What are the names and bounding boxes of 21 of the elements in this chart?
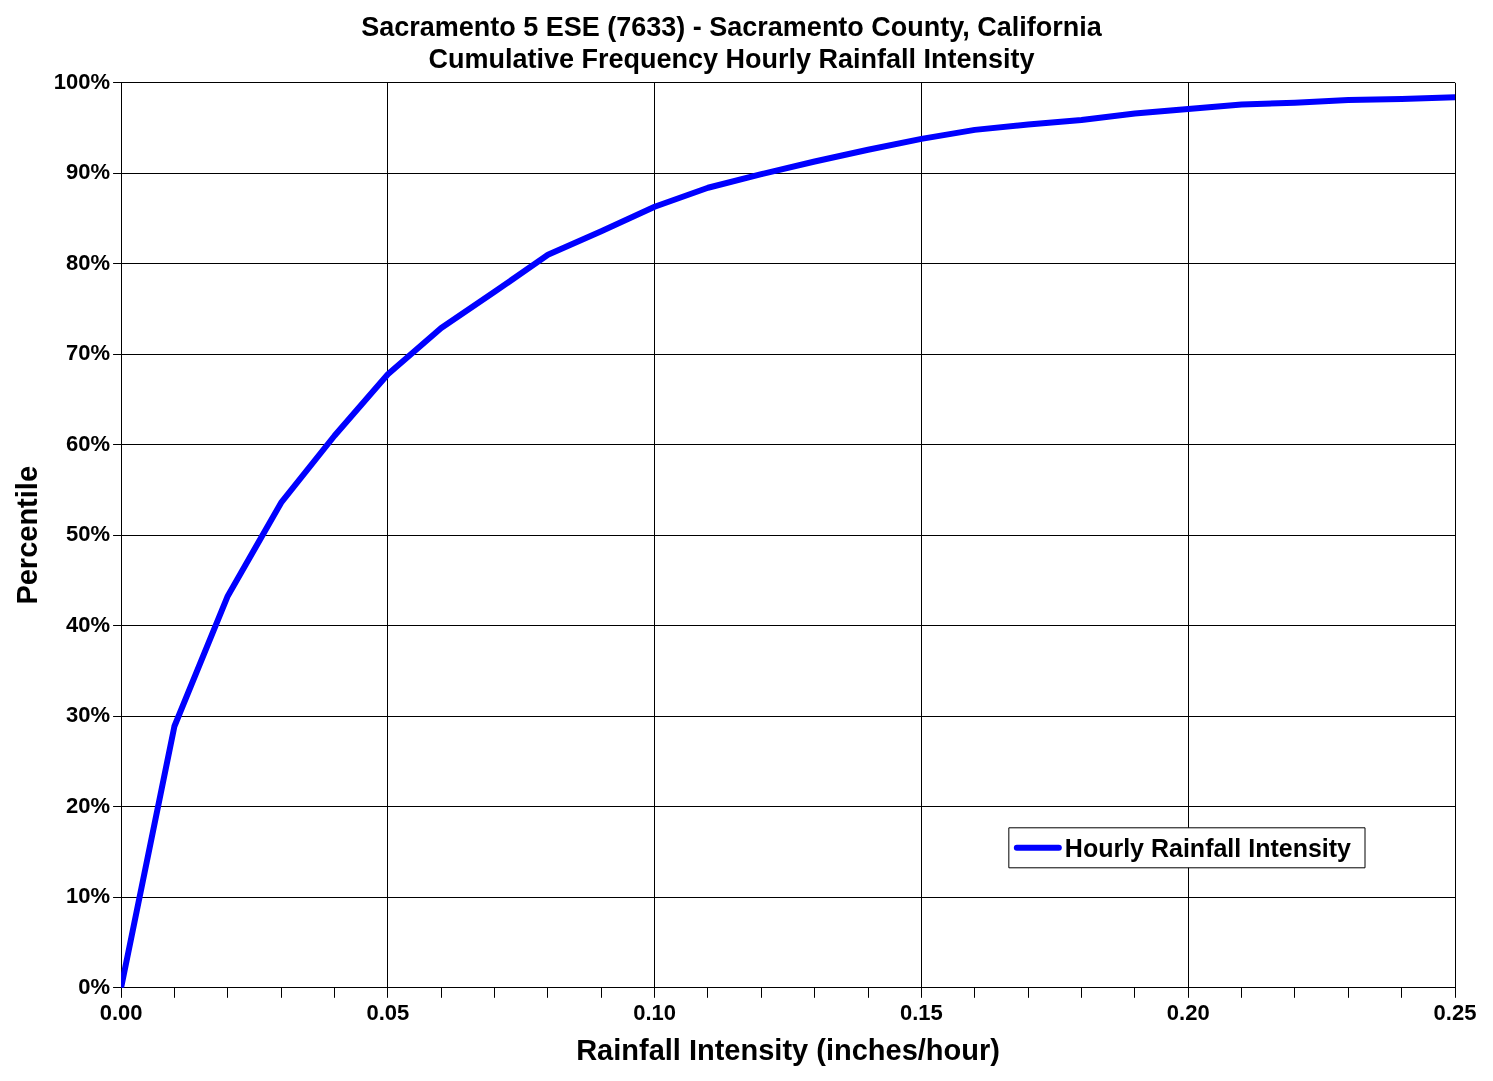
y-tick-label: 60% xyxy=(66,430,111,456)
y-tick-label: 20% xyxy=(66,792,111,818)
y-tick-label: 100% xyxy=(53,68,111,94)
y-axis-title: Percentile xyxy=(11,465,44,605)
legend-label: Hourly Rainfall Intensity xyxy=(1064,833,1352,862)
x-tick-label: 0.05 xyxy=(366,1000,410,1026)
chart-title: Sacramento 5 ESE (7633) - Sacramento County, California Cumulative Frequency Hourly Rainfall Intensity xyxy=(361,11,1103,75)
y-tick-label: 10% xyxy=(66,883,111,909)
y-tick-label: 40% xyxy=(66,611,111,637)
x-axis-title: Rainfall Intensity (inches/hour) xyxy=(576,1033,1000,1066)
y-tick-label: 50% xyxy=(66,521,111,547)
y-tick-label: 90% xyxy=(66,159,111,185)
x-tick-label: 0.00 xyxy=(99,1000,143,1026)
y-tick-label: 70% xyxy=(66,340,111,366)
y-tick-label: 0% xyxy=(78,973,111,999)
y-tick-label: 80% xyxy=(66,249,111,275)
x-tick-label: 0.25 xyxy=(1433,1000,1477,1026)
y-tick-label: 30% xyxy=(66,702,111,728)
x-tick-label: 0.20 xyxy=(1166,1000,1210,1026)
x-tick-label: 0.15 xyxy=(900,1000,943,1026)
x-tick-label: 0.10 xyxy=(633,1000,677,1026)
